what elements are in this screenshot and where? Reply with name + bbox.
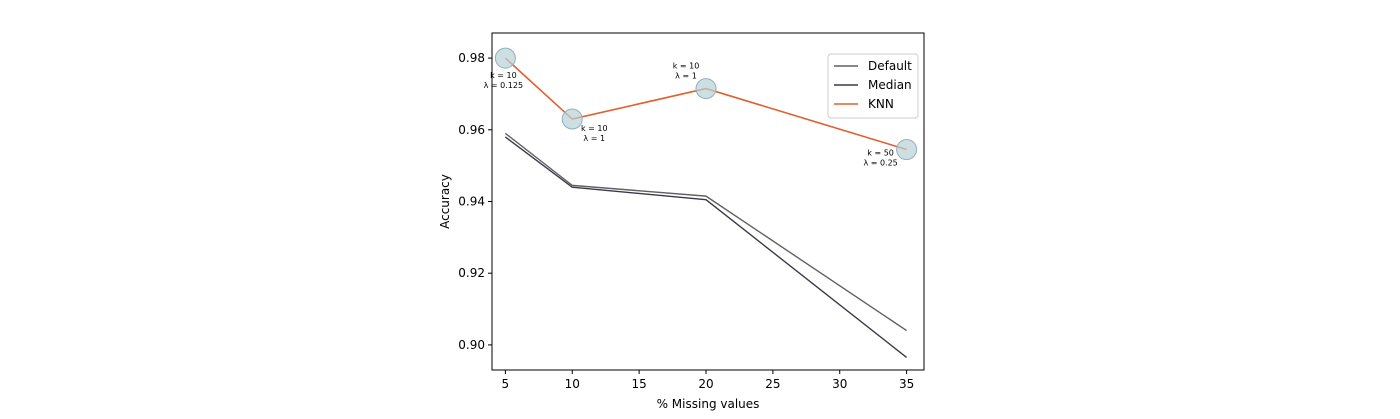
knn-point-marker <box>896 139 918 161</box>
axes-layer: 5 10 15 20 25 30 35 0.90 0.92 0.94 0.96 0.98 <box>458 32 925 391</box>
x-tick-label: 15 <box>631 377 646 391</box>
y-tick-label: 0.94 <box>458 195 485 209</box>
knn-point-marker <box>494 47 516 69</box>
point-annotation: λ = 1 <box>675 72 697 81</box>
point-annotation: λ = 1 <box>583 134 605 143</box>
x-tick-label: 35 <box>899 377 914 391</box>
point-annotation: k = 10 <box>581 124 608 133</box>
series-layer <box>504 57 908 359</box>
y-tick-label: 0.96 <box>458 123 485 137</box>
x-tick-label: 25 <box>765 377 780 391</box>
x-tick-label: 20 <box>698 377 713 391</box>
series-line-median <box>504 136 908 359</box>
x-tick-label: 5 <box>502 377 510 391</box>
x-tick-label: 10 <box>565 377 580 391</box>
series-line-default <box>504 132 908 332</box>
knn-point-marker <box>561 108 583 130</box>
x-tick-label: 30 <box>832 377 847 391</box>
y-tick-label: 0.98 <box>458 51 485 65</box>
point-annotation: k = 10 <box>673 62 700 71</box>
y-axis-label: Accuracy <box>438 174 452 229</box>
marker-layer <box>494 47 918 161</box>
legend-label-default: Default <box>868 59 912 73</box>
legend-label-median: Median <box>868 78 912 92</box>
legend-label-knn: KNN <box>868 97 894 111</box>
point-annotation: k = 50 <box>867 149 894 158</box>
point-annotation: k = 10 <box>490 71 517 80</box>
x-axis-label: % Missing values <box>657 397 760 411</box>
series-line-knn <box>504 57 907 151</box>
y-tick-label: 0.92 <box>458 266 485 280</box>
point-annotation: λ = 0.25 <box>863 159 897 168</box>
y-tick-label: 0.90 <box>458 338 485 352</box>
knn-point-marker <box>695 78 717 100</box>
legend-box <box>827 53 919 119</box>
legend: Default Median KNN <box>827 53 919 119</box>
point-annotation: λ = 0.125 <box>484 81 523 90</box>
